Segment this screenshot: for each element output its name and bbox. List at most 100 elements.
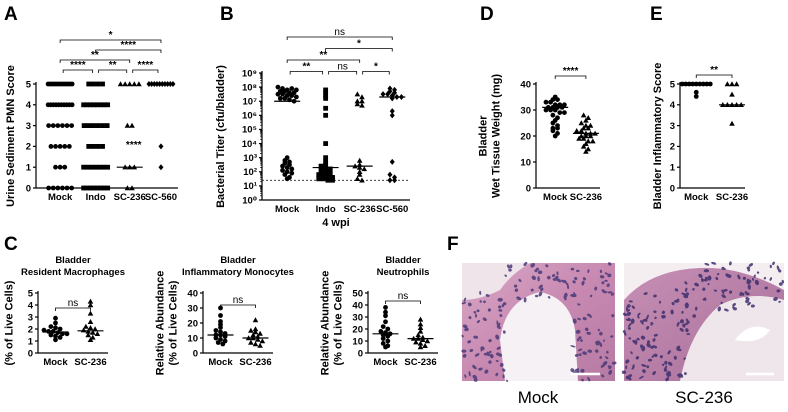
data-point: [289, 86, 295, 91]
y-tick-label: 0: [526, 183, 531, 194]
cell-nucleus: [563, 292, 568, 298]
data-point: [252, 341, 259, 347]
data-point: [320, 172, 326, 177]
cell-nucleus: [626, 311, 632, 316]
cell-nucleus: [496, 346, 501, 350]
y-tick-label: 20: [187, 318, 198, 329]
data-point: [213, 328, 219, 333]
cell-nucleus: [581, 280, 585, 286]
y-tick-label: 4: [26, 100, 32, 111]
cell-nucleus: [605, 356, 609, 360]
data-point: [327, 166, 333, 172]
cell-nucleus: [635, 356, 640, 360]
data-point: [585, 146, 592, 152]
cell-nucleus: [745, 299, 750, 304]
cell-nucleus: [474, 314, 478, 318]
data-point: [92, 326, 98, 332]
y-tick-label: 10⁹: [242, 68, 257, 79]
data-point: [87, 337, 94, 342]
cell-nucleus: [651, 354, 655, 358]
x-tick-label: Indo: [316, 204, 336, 215]
cell-nucleus: [577, 348, 583, 352]
cell-nucleus: [773, 297, 778, 301]
significance-label: *: [357, 39, 361, 50]
cell-nucleus: [495, 334, 500, 340]
data-point: [578, 128, 585, 133]
cell-nucleus: [721, 289, 725, 295]
cell-nucleus: [746, 279, 752, 285]
data-point: [289, 166, 295, 172]
chart-title: Inflammatory Monocytes: [182, 267, 294, 278]
data-point: [57, 335, 63, 340]
data-point: [385, 91, 391, 98]
data-point: [100, 144, 105, 149]
data-point: [57, 164, 63, 170]
cell-nucleus: [495, 372, 499, 377]
significance-label: **: [91, 50, 99, 61]
cell-nucleus: [627, 317, 632, 321]
data-point: [733, 81, 740, 87]
cell-nucleus: [572, 280, 576, 284]
cell-nucleus: [628, 300, 633, 303]
data-point: [91, 185, 97, 191]
data-point: [392, 177, 398, 184]
cell-nucleus: [753, 274, 756, 278]
data-point: [53, 337, 58, 343]
y-axis-label: Bacterial Titer (cfu/bladder): [215, 65, 227, 208]
cell-nucleus: [631, 365, 635, 370]
significance-label: ****: [138, 60, 154, 71]
cell-nucleus: [704, 262, 710, 266]
data-point: [576, 135, 582, 141]
cell-nucleus: [631, 305, 635, 309]
cell-nucleus: [698, 273, 703, 278]
data-point: [255, 336, 261, 342]
cell-nucleus: [560, 279, 565, 283]
data-point: [81, 185, 87, 191]
cell-nucleus: [653, 310, 657, 314]
cell-nucleus: [576, 269, 580, 273]
significance-label: *: [109, 30, 113, 41]
cell-nucleus: [703, 269, 710, 273]
cell-nucleus: [503, 302, 507, 306]
cell-nucleus: [653, 333, 658, 337]
cell-nucleus: [724, 308, 729, 312]
data-point: [280, 167, 285, 173]
cell-nucleus: [678, 373, 682, 378]
cell-nucleus: [627, 374, 633, 378]
cell-nucleus: [756, 271, 760, 274]
cell-nucleus: [646, 314, 649, 320]
cell-nucleus: [711, 261, 717, 265]
cell-nucleus: [464, 327, 469, 332]
cell-nucleus: [538, 284, 543, 289]
cell-nucleus: [480, 346, 485, 351]
data-point: [81, 123, 87, 128]
data-point: [729, 120, 735, 126]
cell-nucleus: [572, 318, 577, 324]
cell-nucleus: [577, 317, 581, 321]
data-point: [248, 339, 254, 345]
cell-nucleus: [479, 300, 482, 303]
data-point: [354, 91, 361, 97]
cell-nucleus: [523, 262, 528, 266]
y-tick-label: 20: [352, 324, 363, 335]
cell-nucleus: [574, 353, 579, 357]
data-point: [543, 99, 549, 105]
x-tick-label: SC-236: [344, 204, 376, 215]
cell-nucleus: [502, 330, 506, 334]
data-point: [550, 112, 556, 118]
cell-nucleus: [685, 318, 689, 323]
x-tick-label: Mock: [684, 192, 709, 203]
data-point: [383, 313, 388, 319]
cell-nucleus: [692, 314, 696, 318]
cell-nucleus: [751, 277, 755, 281]
data-point: [48, 144, 54, 149]
data-point: [562, 110, 567, 115]
cell-nucleus: [748, 263, 754, 267]
data-point: [417, 316, 424, 322]
data-point: [136, 81, 142, 87]
significance-label: ns: [68, 298, 79, 309]
data-point: [129, 185, 135, 191]
data-point: [57, 326, 63, 332]
cell-nucleus: [607, 262, 612, 266]
cell-nucleus: [570, 345, 576, 348]
